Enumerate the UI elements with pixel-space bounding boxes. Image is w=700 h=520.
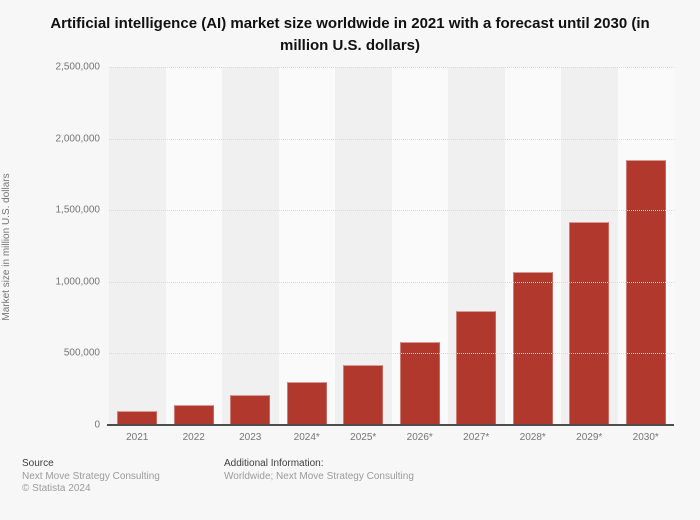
y-tick-label: 0 [94, 419, 100, 431]
x-tick-label: 2026* [406, 432, 433, 443]
y-tick-label: 2,000,000 [55, 133, 101, 145]
x-tick-label: 2025* [350, 432, 377, 443]
y-axis-title: Market size in million U.S. dollars [1, 173, 12, 321]
x-tick-label: 2030* [632, 432, 659, 443]
column-band-2027 [448, 67, 505, 425]
copyright-notice: © Statista 2024 [22, 483, 91, 494]
chart-title: Artificial intelligence (AI) market size… [50, 15, 650, 54]
column-band-2025 [335, 67, 392, 425]
bar-2028[interactable] [512, 271, 553, 425]
bar-2021[interactable] [117, 411, 158, 425]
bar-2030[interactable] [625, 160, 666, 425]
column-band-2028 [504, 67, 561, 425]
x-tick-label: 2028* [519, 432, 546, 443]
column-band-2026 [391, 67, 448, 425]
column-band-2021 [109, 67, 166, 425]
column-band-2022 [165, 67, 222, 425]
bar-2022[interactable] [173, 404, 214, 425]
column-band-2029 [561, 67, 618, 425]
plot-area [109, 67, 674, 425]
source-block: Source Next Move Strategy Consulting © S… [22, 458, 224, 496]
x-tick-label: 2023 [239, 432, 262, 443]
y-tick-label: 2,500,000 [55, 61, 101, 73]
additional-info-block: Additional Information: Worldwide; Next … [224, 458, 414, 496]
bar-2024[interactable] [286, 382, 327, 425]
x-tick-label: 2022 [182, 432, 205, 443]
additional-info-text: Worldwide; Next Move Strategy Consulting [224, 470, 414, 482]
x-axis-line [107, 424, 674, 426]
bar-2025[interactable] [343, 364, 384, 425]
plot-bands [109, 67, 674, 425]
x-tick-label: 2024* [293, 432, 320, 443]
y-tick-label: 500,000 [63, 347, 100, 359]
y-tick-labels: 2,500,000 2,000,000 1,500,000 1,000,000 500,… [18, 62, 101, 431]
additional-info-label: Additional Information: [224, 458, 324, 469]
x-tick-label: 2027* [463, 432, 490, 443]
column-band-2024 [278, 67, 335, 425]
bar-2023[interactable] [230, 395, 271, 425]
bar-2029[interactable] [569, 222, 610, 425]
chart-footer: Source Next Move Strategy Consulting © S… [22, 458, 678, 496]
source-label: Source [22, 458, 54, 469]
column-band-2030 [617, 67, 674, 425]
source-name: Next Move Strategy Consulting [22, 470, 160, 482]
bar-2027[interactable] [456, 311, 497, 425]
x-tick-labels: 2021 2022 2023 2024* 2025* 2026* 2027* 2028* 202… [109, 432, 674, 443]
column-band-2023 [222, 67, 279, 425]
bar-2026[interactable] [399, 341, 440, 425]
x-tick-label: 2021 [126, 432, 149, 443]
x-tick-label: 2029* [576, 432, 603, 443]
y-tick-label: 1,000,000 [55, 276, 101, 288]
y-tick-label: 1,500,000 [55, 204, 101, 216]
